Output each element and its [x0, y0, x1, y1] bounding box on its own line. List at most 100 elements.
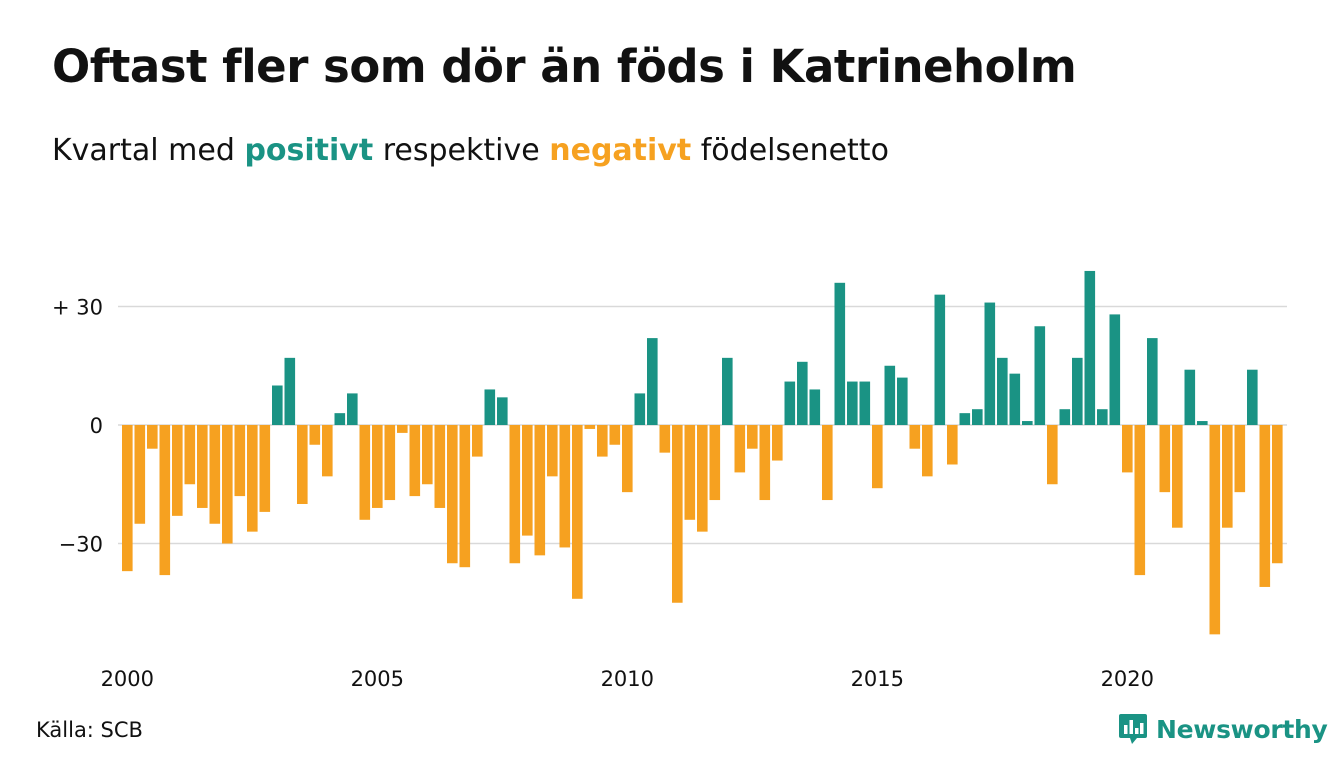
brand-logo: Newsworthy [1118, 712, 1328, 746]
bar-negative [759, 425, 771, 501]
bar-positive [1034, 326, 1046, 425]
bar-positive [847, 381, 858, 425]
y-tick-label: + 30 [52, 296, 103, 320]
bar-negative [309, 425, 321, 445]
bar-positive [797, 361, 808, 425]
bar-negative [1259, 425, 1271, 587]
bar-negative [1047, 425, 1058, 485]
bar-positive [497, 397, 508, 425]
bar-negative [1222, 425, 1233, 528]
subtitle-middle: respektive [382, 133, 540, 168]
bar-positive [1147, 338, 1158, 425]
bar-negative [1122, 425, 1133, 473]
bar-chart: + 30 0 −30 2000 2005 2010 2015 2020 [52, 270, 1287, 691]
bar-positive [959, 413, 971, 425]
bar-negative [672, 425, 683, 603]
bar-negative [422, 425, 433, 485]
bar-negative [947, 425, 958, 465]
bar-negative [609, 425, 621, 445]
bar-positive [634, 393, 646, 425]
bar-negative [1272, 425, 1283, 564]
bar-positive [972, 409, 983, 425]
bar-positive [272, 385, 283, 425]
bar-negative [1134, 425, 1146, 576]
bar-positive [722, 357, 733, 425]
bar-positive [1184, 369, 1196, 425]
bar-positive [347, 393, 358, 425]
bar-negative [384, 425, 396, 501]
brand-name: Newsworthy [1156, 714, 1328, 744]
bar-positive [784, 381, 796, 425]
chart-title: Oftast fler som dör än föds i Katrinehol… [52, 40, 1077, 93]
bar-negative [1159, 425, 1171, 493]
bar-negative [434, 425, 446, 508]
bar-negative [822, 425, 833, 501]
bar-positive [1247, 369, 1258, 425]
bar-negative [172, 425, 183, 516]
bar-positive [809, 389, 821, 425]
x-tick-label: 2020 [1101, 667, 1154, 691]
bar-positive [1097, 409, 1108, 425]
bar-negative [397, 425, 408, 433]
bar-positive [834, 282, 846, 425]
bar-positive [997, 357, 1008, 425]
bar-negative [1234, 425, 1246, 493]
bar-positive [934, 294, 946, 425]
bar-positive [884, 365, 896, 425]
bar-negative [909, 425, 921, 449]
bar-negative [772, 425, 783, 461]
bar-negative [684, 425, 696, 520]
x-tick-label: 2000 [101, 667, 154, 691]
bar-negative [134, 425, 146, 524]
newsworthy-icon [1119, 714, 1147, 744]
y-tick-label: 0 [90, 414, 103, 438]
bar-positive [1072, 357, 1083, 425]
bar-negative [247, 425, 258, 532]
y-tick-label: −30 [59, 533, 103, 557]
bar-negative [547, 425, 558, 477]
subtitle-negative: negativt [549, 133, 692, 168]
bar-negative [322, 425, 333, 477]
bar-negative [559, 425, 571, 548]
bar-positive [334, 413, 346, 425]
bar-positive [897, 377, 908, 425]
bar-negative [409, 425, 421, 497]
bar-negative [447, 425, 458, 564]
bar-negative [159, 425, 171, 576]
bar-negative [472, 425, 483, 457]
bar-positive [284, 357, 296, 425]
bar-positive [859, 381, 871, 425]
bar-negative [509, 425, 521, 564]
bar-negative [584, 425, 596, 429]
subtitle-prefix: Kvartal med [52, 133, 235, 168]
bar-positive [1059, 409, 1071, 425]
bar-negative [697, 425, 708, 532]
bar-negative [234, 425, 246, 497]
bar-negative [1209, 425, 1221, 635]
bar-positive [647, 338, 658, 425]
subtitle-suffix: födelsenetto [700, 133, 889, 168]
x-tick-label: 2010 [601, 667, 654, 691]
bar-positive [1022, 421, 1033, 425]
bar-positive [484, 389, 496, 425]
bar-negative [709, 425, 721, 501]
bar-negative [734, 425, 746, 473]
x-tick-label: 2005 [351, 667, 404, 691]
bar-negative [572, 425, 583, 599]
bar-positive [1197, 421, 1208, 425]
bar-negative [622, 425, 633, 493]
bar-negative [197, 425, 208, 508]
bar-negative [147, 425, 158, 449]
bar-negative [122, 425, 133, 572]
bar-positive [984, 302, 996, 425]
subtitle-positive: positivt [244, 133, 374, 168]
bar-negative [659, 425, 671, 453]
bar-positive [1109, 314, 1121, 425]
bar-negative [922, 425, 933, 477]
bar-negative [222, 425, 233, 544]
bar-positive [1084, 270, 1096, 425]
source-note: Källa: SCB [36, 718, 143, 742]
x-tick-label: 2015 [851, 667, 904, 691]
bar-negative [1172, 425, 1183, 528]
bar-negative [209, 425, 221, 524]
